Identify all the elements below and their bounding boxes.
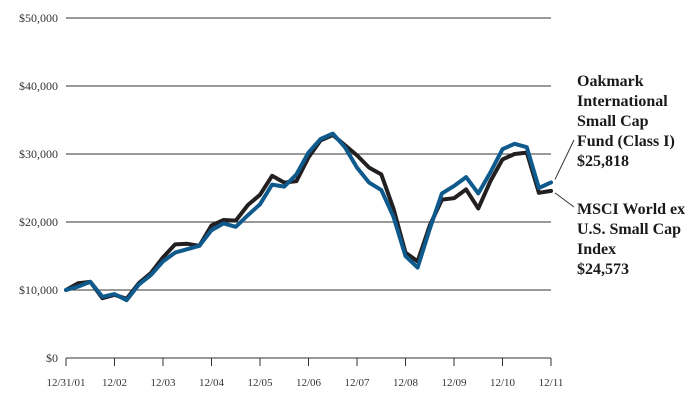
index-label-line-1: MSCI World ex bbox=[577, 201, 686, 218]
x-axis bbox=[65, 357, 552, 366]
index-ending-value: $24,573 bbox=[577, 261, 629, 278]
y-axis-tick-labels: $0 $10,000 $20,000 $30,000 $40,000 $50,000 bbox=[19, 11, 58, 365]
label-leader-lines bbox=[554, 139, 575, 208]
x-tick-label: 12/05 bbox=[247, 377, 273, 389]
x-tick-label: 12/07 bbox=[344, 377, 370, 389]
y-tick-label: $0 bbox=[46, 351, 58, 365]
x-tick-label: 12/03 bbox=[150, 377, 176, 389]
fund-ending-value: $25,818 bbox=[577, 153, 629, 170]
index-label-line-3: Index bbox=[577, 241, 617, 258]
fund-leader-line bbox=[554, 139, 575, 180]
index-leader-line bbox=[554, 192, 575, 208]
fund-label-line-3: Small Cap bbox=[577, 113, 649, 130]
fund-series-line bbox=[64, 131, 553, 303]
index-series-line bbox=[64, 133, 553, 301]
x-tick-label: 12/04 bbox=[199, 377, 225, 389]
x-tick-label: 12/11 bbox=[539, 377, 564, 389]
fund-label-line-4: Fund (Class I) bbox=[577, 133, 675, 150]
x-tick-label: 12/02 bbox=[102, 377, 127, 389]
y-tick-label: $20,000 bbox=[19, 215, 58, 229]
fund-series-label: Oakmark International Small Cap Fund (Cl… bbox=[577, 72, 675, 172]
y-tick-label: $50,000 bbox=[19, 11, 58, 25]
x-tick-label: 12/06 bbox=[296, 377, 322, 389]
x-tick-label: 12/10 bbox=[490, 377, 516, 389]
index-series-label: MSCI World ex U.S. Small Cap Index $24,5… bbox=[577, 200, 685, 280]
x-tick-label: 12/08 bbox=[393, 377, 419, 389]
series-lines bbox=[64, 131, 553, 303]
x-tick-label: 12/09 bbox=[441, 377, 467, 389]
y-tick-label: $40,000 bbox=[19, 79, 58, 93]
y-tick-label: $10,000 bbox=[19, 283, 58, 297]
y-tick-label: $30,000 bbox=[19, 147, 58, 161]
x-tick-label: 12/31/01 bbox=[46, 377, 85, 389]
fund-label-line-1: Oakmark bbox=[577, 73, 644, 90]
fund-label-line-2: International bbox=[577, 93, 668, 110]
x-axis-tick-labels: 12/31/01 12/02 12/03 12/04 12/05 12/06 12/07 12… bbox=[46, 377, 563, 389]
index-label-line-2: U.S. Small Cap bbox=[577, 221, 682, 238]
